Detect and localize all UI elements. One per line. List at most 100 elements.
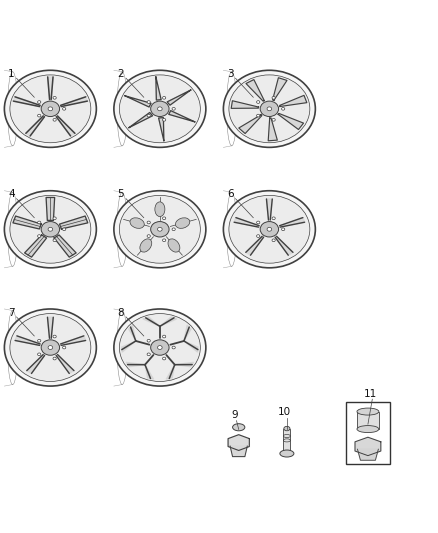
Text: 2: 2: [117, 69, 124, 79]
Polygon shape: [126, 362, 145, 367]
Polygon shape: [60, 97, 88, 107]
Polygon shape: [357, 449, 378, 460]
Polygon shape: [56, 354, 74, 374]
Ellipse shape: [162, 357, 166, 360]
Polygon shape: [54, 235, 76, 257]
Ellipse shape: [357, 425, 379, 433]
Ellipse shape: [151, 101, 169, 117]
Polygon shape: [129, 325, 136, 341]
Polygon shape: [46, 198, 55, 220]
Polygon shape: [279, 95, 307, 107]
Ellipse shape: [4, 191, 96, 268]
Polygon shape: [169, 111, 195, 122]
Ellipse shape: [172, 228, 175, 231]
Polygon shape: [268, 118, 277, 141]
Polygon shape: [60, 336, 86, 345]
Ellipse shape: [41, 101, 60, 117]
Polygon shape: [122, 341, 136, 352]
Ellipse shape: [158, 345, 162, 350]
Ellipse shape: [38, 114, 41, 117]
Ellipse shape: [357, 408, 379, 415]
Polygon shape: [156, 77, 161, 100]
Ellipse shape: [172, 346, 175, 349]
Ellipse shape: [158, 228, 162, 231]
Ellipse shape: [130, 218, 144, 228]
Text: 6: 6: [227, 189, 233, 199]
Text: 5: 5: [117, 189, 124, 199]
Ellipse shape: [272, 118, 275, 121]
Ellipse shape: [10, 75, 91, 143]
Polygon shape: [230, 446, 247, 457]
Ellipse shape: [155, 202, 165, 216]
Polygon shape: [13, 216, 41, 229]
Ellipse shape: [147, 353, 150, 356]
Ellipse shape: [280, 450, 294, 457]
Ellipse shape: [38, 235, 41, 237]
Ellipse shape: [147, 101, 150, 103]
Polygon shape: [279, 217, 305, 227]
Polygon shape: [272, 78, 287, 100]
Polygon shape: [145, 365, 153, 379]
Ellipse shape: [176, 218, 190, 228]
Polygon shape: [160, 317, 177, 326]
Text: 10: 10: [278, 407, 291, 417]
Text: 7: 7: [8, 308, 14, 318]
Ellipse shape: [63, 346, 66, 349]
Ellipse shape: [267, 107, 272, 111]
Ellipse shape: [53, 217, 56, 220]
Text: 4: 4: [8, 189, 14, 199]
Ellipse shape: [172, 108, 175, 110]
Polygon shape: [184, 325, 191, 341]
Ellipse shape: [38, 353, 41, 356]
Polygon shape: [15, 336, 40, 345]
Polygon shape: [175, 362, 194, 367]
Ellipse shape: [260, 101, 279, 117]
Polygon shape: [56, 116, 75, 136]
Polygon shape: [228, 435, 249, 450]
Text: 11: 11: [364, 389, 377, 399]
Ellipse shape: [41, 340, 60, 355]
Polygon shape: [129, 112, 152, 127]
Polygon shape: [355, 437, 381, 456]
Ellipse shape: [162, 96, 166, 99]
Ellipse shape: [120, 75, 200, 143]
Ellipse shape: [272, 96, 275, 99]
Ellipse shape: [229, 196, 310, 263]
Polygon shape: [278, 114, 304, 130]
Ellipse shape: [147, 114, 150, 117]
Polygon shape: [275, 236, 293, 255]
Ellipse shape: [147, 221, 150, 224]
Polygon shape: [13, 97, 40, 107]
Ellipse shape: [53, 335, 56, 338]
Text: 3: 3: [227, 69, 233, 79]
Ellipse shape: [53, 96, 56, 99]
Polygon shape: [25, 235, 46, 257]
Ellipse shape: [223, 191, 315, 268]
Text: 8: 8: [117, 308, 124, 318]
Ellipse shape: [120, 196, 200, 263]
Ellipse shape: [151, 340, 169, 355]
Ellipse shape: [282, 108, 285, 110]
Ellipse shape: [140, 239, 152, 252]
Polygon shape: [27, 354, 45, 374]
Polygon shape: [48, 77, 53, 100]
Ellipse shape: [48, 345, 53, 350]
Ellipse shape: [223, 70, 315, 147]
Text: 1: 1: [8, 69, 14, 79]
Ellipse shape: [10, 313, 91, 382]
Text: 9: 9: [231, 410, 238, 420]
Ellipse shape: [38, 221, 41, 224]
Ellipse shape: [120, 313, 200, 382]
Ellipse shape: [147, 340, 150, 342]
Ellipse shape: [114, 309, 206, 386]
Ellipse shape: [4, 70, 96, 147]
Ellipse shape: [233, 424, 245, 431]
Ellipse shape: [282, 228, 285, 231]
Polygon shape: [26, 116, 45, 136]
Ellipse shape: [48, 107, 53, 111]
Ellipse shape: [284, 426, 290, 431]
Ellipse shape: [38, 101, 41, 103]
Ellipse shape: [4, 309, 96, 386]
Ellipse shape: [162, 118, 166, 121]
Polygon shape: [239, 115, 262, 134]
